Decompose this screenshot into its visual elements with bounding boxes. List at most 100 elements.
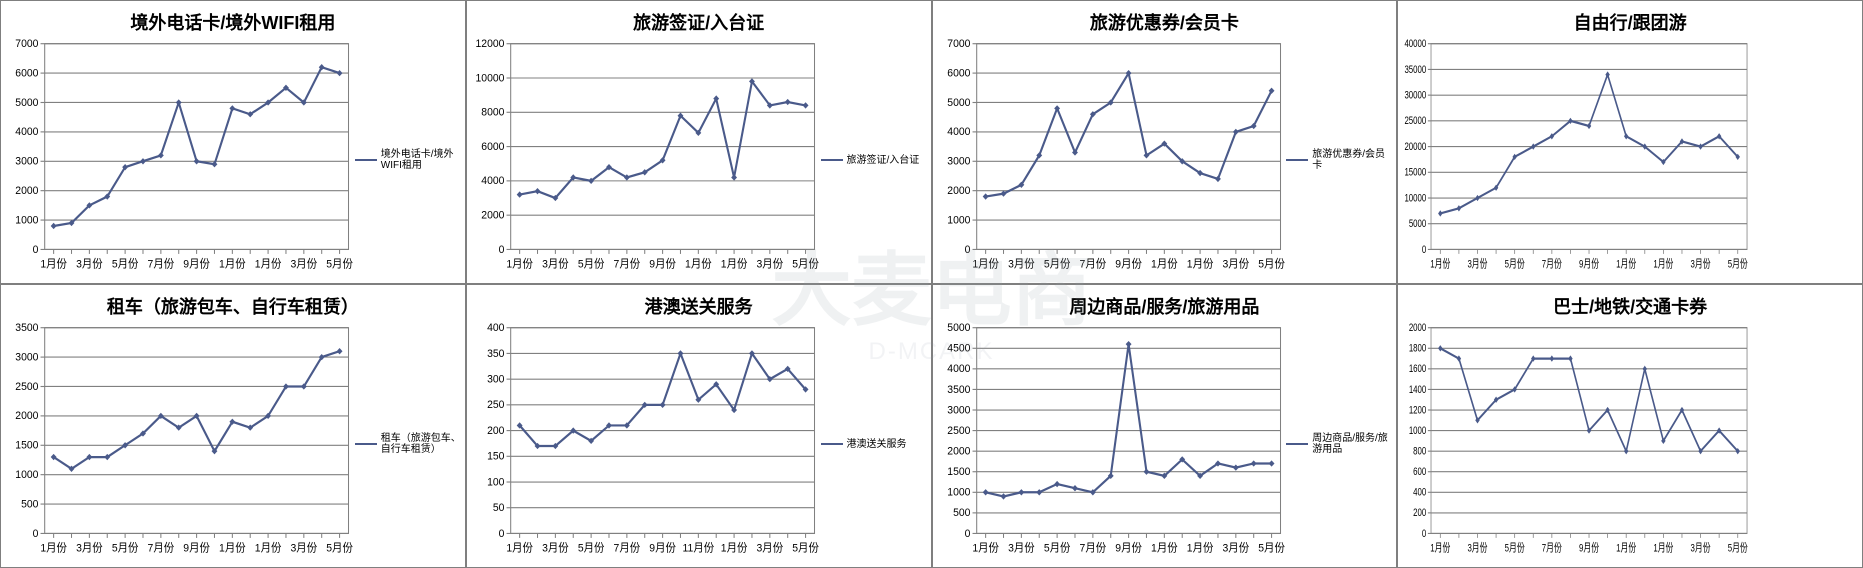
y-axis-label: 7000 [15,38,38,50]
x-axis-label: 1月份 [1616,257,1636,271]
x-axis-label: 1月份 [1431,257,1451,271]
data-point-marker [1215,176,1221,182]
data-point-marker [1476,195,1480,201]
y-axis-label: 6000 [947,67,970,79]
legend-label: 周边商品/服务/旅游用品 [1312,433,1392,455]
y-axis-label: 0 [33,527,39,539]
data-point-marker [802,102,808,108]
x-axis-label: 1月份 [506,257,533,270]
x-axis-label: 9月份 [649,257,676,270]
x-axis-label: 1月份 [255,541,282,554]
y-axis-label: 200 [1413,507,1426,520]
x-axis-label: 1月份 [1186,541,1213,554]
y-axis-label: 3000 [15,155,38,167]
legend-label: 旅游签证/入台证 [847,155,920,166]
x-axis-label: 7月份 [613,541,640,554]
x-axis-label: 1月份 [40,541,67,554]
y-axis-label: 2000 [15,185,38,197]
y-axis-label: 0 [1422,528,1426,541]
data-point-marker [158,152,164,158]
data-point-marker [1438,210,1442,216]
x-axis-label: 1月份 [1616,541,1636,555]
chart-plot-area: 0500100015002000250030003500400045005000… [933,321,1287,567]
data-series-line [519,353,805,446]
y-axis-label: 7000 [947,38,970,50]
chart-legend: 旅游优惠券/会员卡 [1286,37,1396,283]
x-axis-label: 1月份 [1654,541,1674,555]
y-axis-label: 2500 [947,425,970,437]
legend-label: 旅游优惠券/会员卡 [1312,149,1392,171]
x-axis-label: 5月份 [1258,541,1285,554]
data-point-marker [1072,485,1078,491]
x-axis-label: 9月份 [1115,257,1142,270]
x-axis-label: 3月份 [1008,257,1035,270]
chart-plot-area: 010002000300040005000600070001月份3月份5月份7月… [933,37,1287,283]
data-point-marker [982,193,988,199]
y-axis-label: 10000 [1405,192,1427,205]
y-axis-label: 200 [487,425,504,437]
x-axis-label: 1月份 [40,257,67,270]
data-point-marker [1054,481,1060,487]
x-axis-label: 1月份 [1186,257,1213,270]
y-axis-label: 1000 [15,469,38,481]
data-point-marker [176,99,182,105]
y-axis-label: 15000 [1405,166,1427,179]
chart-svg: 05001000150020002500300035001月份3月份5月份7月份… [1,321,355,567]
chart-panel: 港澳送关服务0501001502002503003504001月份3月份5月份7… [466,284,932,568]
chart-panel: 巴士/地铁/交通卡券020040060080010001200140016001… [1397,284,1863,568]
data-point-marker [194,158,200,164]
y-axis-label: 1200 [1409,404,1426,417]
chart-svg: 0500100015002000250030003500400045005000… [933,321,1287,567]
x-axis-label: 3月份 [291,541,318,554]
x-axis-label: 9月份 [183,257,210,270]
x-axis-label: 5月份 [578,257,605,270]
chart-grid: 境外电话卡/境外WIFI租用01000200030004000500060007… [0,0,1863,568]
y-axis-label: 1800 [1409,342,1426,355]
y-axis-label: 4500 [947,342,970,354]
y-axis-label: 1000 [1409,425,1426,438]
x-axis-label: 9月份 [1579,541,1599,555]
x-axis-label: 3月份 [542,257,569,270]
y-axis-label: 400 [487,322,504,334]
x-axis-label: 1月份 [972,541,999,554]
y-axis-label: 1000 [947,214,970,226]
data-point-marker [1550,355,1554,361]
data-point-marker [731,174,737,180]
x-axis-label: 1月份 [1431,541,1451,555]
data-series-line [1441,348,1738,451]
data-point-marker [982,489,988,495]
chart-title: 港澳送关服务 [467,285,931,321]
y-axis-label: 12000 [475,38,504,50]
y-axis-label: 0 [1422,244,1426,257]
y-axis-label: 350 [487,347,504,359]
chart-panel: 自由行/跟团游050001000015000200002500030000350… [1397,0,1863,284]
data-point-marker [1438,345,1442,351]
legend-label: 港澳送关服务 [847,439,907,450]
x-axis-label: 7月份 [1079,541,1106,554]
data-point-marker [1643,366,1647,372]
x-axis-label: 5月份 [578,541,605,554]
x-axis-label: 9月份 [649,541,676,554]
y-axis-label: 6000 [15,67,38,79]
x-axis-label: 5月份 [1505,257,1525,271]
chart-svg: 010002000300040005000600070001月份3月份5月份7月… [1,37,355,283]
x-axis-label: 5月份 [112,257,139,270]
chart-panel: 旅游签证/入台证0200040006000800010000120001月份3月… [466,0,932,284]
x-axis-label: 3月份 [1222,541,1249,554]
y-axis-label: 1500 [15,439,38,451]
data-point-marker [1568,355,1572,361]
data-point-marker [1000,190,1006,196]
data-point-marker [659,402,665,408]
chart-legend: 周边商品/服务/旅游用品 [1286,321,1396,567]
chart-plot-area: 0200040006000800010000120001月份3月份5月份7月份9… [467,37,821,283]
data-point-marker [51,223,57,229]
x-axis-label: 7月份 [613,257,640,270]
data-point-marker [1036,489,1042,495]
data-point-marker [1268,460,1274,466]
x-axis-label: 1月份 [255,257,282,270]
y-axis-label: 0 [498,527,504,539]
data-point-marker [1232,464,1238,470]
y-axis-label: 25000 [1405,115,1427,128]
data-point-marker [1624,133,1628,139]
y-axis-label: 250 [487,399,504,411]
